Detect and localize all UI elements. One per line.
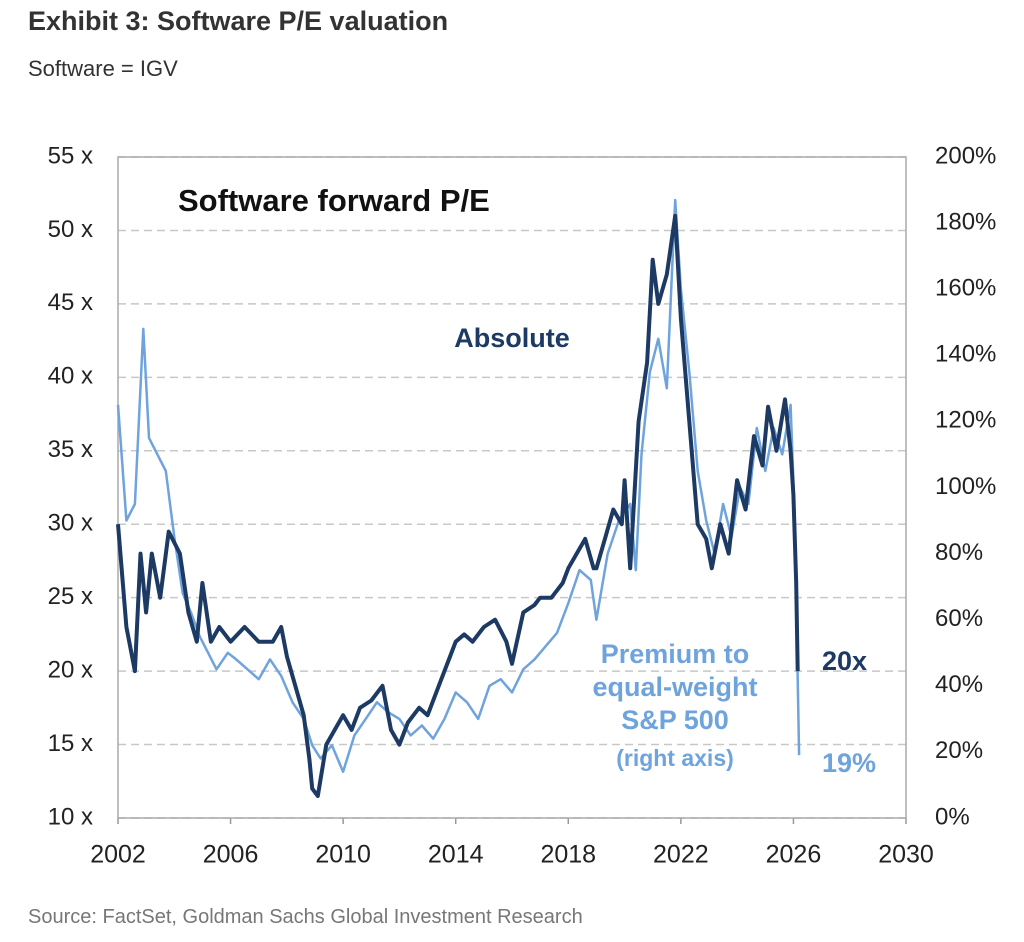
x-tick-label: 2018 [540,841,596,869]
series-label: Premium to equal-weight S&P 500 [592,639,758,735]
y2-tick-label: 140% [935,341,996,368]
y2-tick-label: 200% [935,142,996,169]
plot-border [117,156,907,819]
annotation: 20x [822,646,867,676]
y-tick-label: 35 x [48,436,93,463]
y-tick-label: 20 x [48,656,93,683]
x-tick-label: 2010 [315,841,371,869]
y2-tick-label: 20% [935,737,983,764]
x-tick-label: 2022 [653,841,709,869]
annotation: (right axis) [616,745,734,771]
y2-tick-label: 100% [935,473,996,500]
x-tick-label: 2002 [90,841,146,869]
y2-tick-label: 180% [935,208,996,235]
y2-tick-label: 80% [935,539,983,566]
y2-tick-label: 160% [935,275,996,302]
y-tick-label: 55 x [48,142,93,169]
y2-tick-label: 0% [935,803,970,830]
y-tick-label: 10 x [48,803,93,830]
source-note: Source: FactSet, Goldman Sachs Global In… [28,906,583,928]
y-tick-label: 40 x [48,363,93,390]
y-tick-label: 30 x [48,510,93,537]
y-tick-label: 15 x [48,730,93,757]
x-tick-label: 2030 [878,841,934,869]
y2-tick-label: 60% [935,605,983,632]
chart-title: Exhibit 3: Software P/E valuation [28,6,449,36]
x-tick-label: 2026 [766,841,822,869]
y2-tick-label: 120% [935,407,996,434]
series-line [116,213,800,798]
chart-subtitle: Software = IGV [28,56,178,81]
x-tick-label: 2006 [203,841,259,869]
annotation: 19% [822,748,876,778]
y2-tick-label: 40% [935,671,983,698]
y-tick-label: 25 x [48,583,93,610]
y-tick-label: 45 x [48,289,93,316]
series-line [116,198,801,773]
chart: 10 x 15 x 20 x 25 x 30 x 35 x 40 x 45 x 50 x 55 x… [48,142,997,869]
annotation: Software forward P/E [178,183,490,218]
y-tick-label: 50 x [48,216,93,243]
x-tick-label: 2014 [428,841,484,869]
series-label: Absolute [454,323,570,353]
